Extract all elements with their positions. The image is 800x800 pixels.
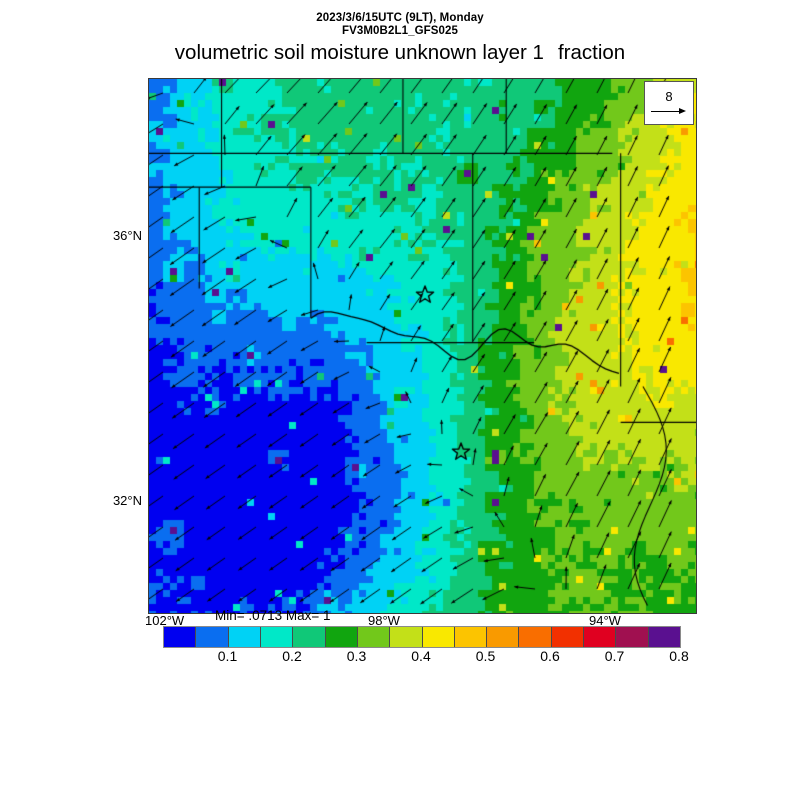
lat-label-36n: 36°N bbox=[112, 228, 142, 243]
colorbar-swatch-3 bbox=[260, 627, 294, 647]
colorbar-swatch-5 bbox=[325, 627, 358, 647]
colorbar-swatch-7 bbox=[390, 627, 423, 647]
colorbar-swatch-12 bbox=[551, 627, 585, 647]
colorbar-tick-0.5: 0.5 bbox=[475, 648, 496, 664]
colorbar-swatch-15 bbox=[648, 627, 680, 647]
colorbar-tick-0.7: 0.7 bbox=[604, 648, 625, 664]
lon-label-94w: 94°W bbox=[589, 613, 621, 628]
colorbar-tick-0.4: 0.4 bbox=[411, 648, 431, 664]
colorbar-swatch-4 bbox=[293, 627, 326, 647]
colorbar-swatch-9 bbox=[454, 627, 488, 647]
colorbar-swatch-6 bbox=[357, 627, 391, 647]
colorbar bbox=[163, 626, 681, 648]
colorbar-tick-0.1: 0.1 bbox=[217, 648, 238, 664]
colorbar-swatch-1 bbox=[196, 627, 229, 647]
datetime-title: 2023/3/6/15UTC (9LT), Monday bbox=[316, 12, 484, 24]
variable-title: volumetric soil moisture unknown layer 1 bbox=[174, 41, 544, 64]
colorbar-swatch-14 bbox=[616, 627, 649, 647]
colorbar-swatch-10 bbox=[487, 627, 520, 647]
colorbar-swatch-11 bbox=[519, 627, 552, 647]
header-titles: 2023/3/6/15UTC (9LT), Monday FV3M0B2L1_G… bbox=[0, 12, 800, 38]
colorbar-tick-labels: 0.1 0.2 0.3 0.4 0.5 0.6 0.7 0.8 bbox=[163, 648, 689, 666]
colorbar-tick-0.3: 0.3 bbox=[346, 648, 367, 664]
colorbar-tick-0.6: 0.6 bbox=[540, 648, 560, 664]
colorbar-tick-0.8: 0.8 bbox=[669, 648, 689, 664]
lon-label-102w: 102°W bbox=[145, 613, 185, 628]
colorbar-swatch-2 bbox=[228, 627, 261, 647]
colorbar-swatch-13 bbox=[584, 627, 617, 647]
vector-key-value: 8 bbox=[665, 89, 673, 104]
variable-title-row: volumetric soil moisture unknown layer 1… bbox=[0, 42, 800, 64]
lat-label-32n: 32°N bbox=[112, 493, 142, 508]
wind-vector-arrow-icon bbox=[651, 106, 687, 116]
vector-key-box: 8 bbox=[644, 81, 694, 125]
min-max-label: Min= .0713 Max= 1 bbox=[215, 608, 331, 623]
soil-moisture-raster bbox=[149, 79, 696, 613]
map-plot-area[interactable]: 8 bbox=[148, 78, 697, 614]
lon-label-98w: 98°W bbox=[368, 613, 400, 628]
colorbar-tick-0.2: 0.2 bbox=[282, 648, 302, 664]
model-title: FV3M0B2L1_GFS025 bbox=[341, 25, 458, 37]
units-label: fraction bbox=[557, 41, 626, 64]
colorbar-swatch-8 bbox=[422, 627, 455, 647]
colorbar-swatch-0 bbox=[164, 627, 197, 647]
